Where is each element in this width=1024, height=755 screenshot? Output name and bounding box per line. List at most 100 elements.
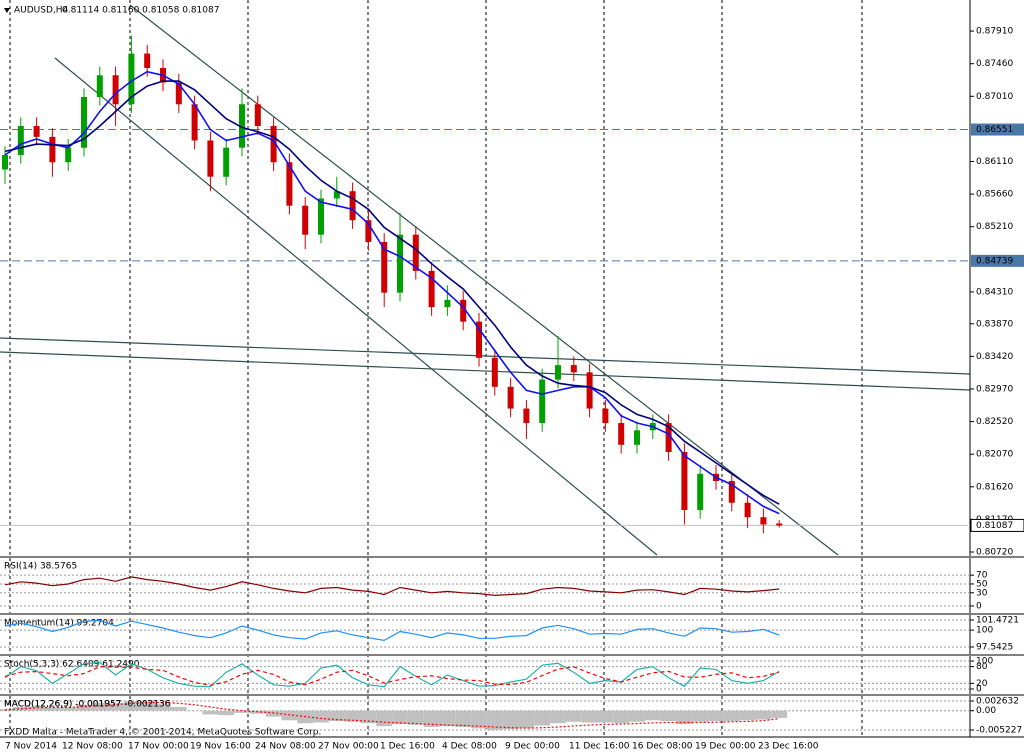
candle-body bbox=[65, 147, 72, 163]
panel-separator bbox=[0, 613, 1024, 615]
y-tick-label: 0.87910 bbox=[976, 27, 1013, 37]
candle-body bbox=[381, 241, 388, 293]
chart-title: AUDUSD,H4 bbox=[14, 6, 69, 16]
histogram-bar bbox=[439, 710, 456, 727]
histogram-bar bbox=[423, 710, 440, 727]
histogram-bar bbox=[392, 710, 408, 725]
x-tick-label: 23 Dec 16:00 bbox=[758, 742, 819, 752]
histogram-bar bbox=[60, 707, 77, 711]
candle-body bbox=[223, 147, 230, 177]
candle-body bbox=[318, 198, 324, 235]
candle-body bbox=[349, 191, 356, 221]
x-tick-label: 11 Dec 16:00 bbox=[569, 742, 630, 752]
histogram-bar bbox=[723, 710, 740, 722]
histogram-bar bbox=[550, 710, 566, 724]
y-tick-label: 50 bbox=[976, 579, 988, 589]
candle-body bbox=[81, 97, 87, 148]
histogram-bar bbox=[123, 701, 140, 711]
candle-body bbox=[112, 75, 119, 105]
y-tick-label: 0.82070 bbox=[976, 450, 1013, 460]
histogram-bar bbox=[613, 710, 630, 724]
y-tick-label: 100 bbox=[976, 657, 993, 667]
candle-body bbox=[665, 423, 672, 453]
panel-separator bbox=[0, 654, 1024, 656]
histogram-bar bbox=[660, 710, 677, 722]
histogram-bar bbox=[202, 710, 219, 715]
indicator-line bbox=[4, 80, 780, 505]
candle-body bbox=[412, 234, 419, 271]
candle-body bbox=[760, 517, 767, 525]
histogram-bar bbox=[455, 710, 472, 727]
histogram-bar bbox=[139, 701, 156, 711]
candle-body bbox=[444, 299, 451, 308]
candle-body bbox=[555, 365, 561, 380]
histogram-bar bbox=[28, 706, 45, 711]
candle-body bbox=[365, 220, 372, 242]
y-tick-label: 101.4721 bbox=[976, 615, 1019, 625]
histogram-bar bbox=[265, 710, 282, 717]
histogram-bar bbox=[76, 704, 92, 711]
footer: FXDD Malta - MetaTrader 4, © 2001-2014, … bbox=[4, 728, 321, 738]
candle-body bbox=[128, 53, 135, 105]
y-tick-label: 0.85210 bbox=[976, 222, 1013, 232]
y-tick-label: 70 bbox=[976, 571, 988, 581]
panel-title: MACD(12,26,9) -0.001957 -0.002136 bbox=[4, 700, 171, 710]
y-tick-label: 0.002632 bbox=[976, 697, 1019, 707]
histogram-bar bbox=[471, 710, 487, 729]
candle-body bbox=[618, 423, 625, 445]
histogram-bar bbox=[218, 710, 235, 716]
candle-body bbox=[207, 140, 214, 177]
histogram-bar bbox=[644, 710, 661, 721]
y-tick-label: 30 bbox=[976, 588, 988, 598]
histogram-bar bbox=[692, 710, 709, 722]
histogram-bar bbox=[534, 710, 551, 726]
y-tick-label: 0.82520 bbox=[976, 417, 1013, 427]
trend-lines bbox=[0, 4, 971, 556]
candle-body bbox=[270, 125, 277, 163]
y-tick-label: 0.86110 bbox=[976, 157, 1013, 167]
x-tick-label: 7 Nov 2014 bbox=[5, 742, 57, 752]
panel-title: RSI(14) 38.5765 bbox=[4, 562, 77, 572]
candle-body bbox=[476, 321, 482, 358]
candle-body bbox=[286, 162, 293, 206]
histogram-bar bbox=[407, 710, 424, 725]
trend-line bbox=[0, 337, 971, 375]
y-tick-label: -0.005227 bbox=[976, 726, 1022, 736]
x-tick-label: 16 Dec 08:00 bbox=[632, 742, 693, 752]
last-price-label: 0.81087 bbox=[976, 521, 1013, 531]
y-tick-label: 0.80720 bbox=[976, 548, 1013, 558]
x-tick-label: 12 Nov 08:00 bbox=[62, 742, 123, 752]
y-tick-label: 80 bbox=[976, 662, 988, 672]
histogram-bar bbox=[360, 710, 377, 724]
histogram-bar bbox=[170, 707, 187, 711]
candle-body bbox=[776, 523, 783, 526]
y-tick-label: 20 bbox=[976, 679, 988, 689]
candle-body bbox=[2, 154, 8, 170]
channel-upper bbox=[129, 4, 839, 556]
histogram-bar bbox=[376, 710, 393, 727]
x-tick-label: 24 Nov 08:00 bbox=[255, 742, 316, 752]
trend-line bbox=[0, 351, 971, 391]
level-label: 0.84739 bbox=[976, 256, 1013, 266]
panel-separator bbox=[0, 556, 1024, 558]
panel-title: Stoch(5,3,3) 62.6409 61.2490 bbox=[4, 660, 140, 670]
y-tick-label: 0.83420 bbox=[976, 352, 1013, 362]
candle-body bbox=[491, 357, 498, 387]
symbol-icon bbox=[4, 8, 10, 13]
candle-body bbox=[239, 104, 245, 148]
candle-body bbox=[96, 75, 103, 98]
indicator-line bbox=[4, 576, 780, 597]
candle-body bbox=[570, 365, 577, 373]
candle-body bbox=[744, 502, 751, 518]
y-tick-label: 0.84310 bbox=[976, 287, 1013, 297]
level-label: 0.86551 bbox=[976, 125, 1013, 135]
histogram-bar bbox=[155, 704, 171, 711]
candle-body bbox=[302, 205, 309, 235]
x-tick-label: 9 Dec 00:00 bbox=[505, 742, 560, 752]
candle-body bbox=[17, 125, 24, 155]
indicator-line bbox=[4, 70, 780, 515]
indicator-line bbox=[4, 665, 780, 686]
candle-body bbox=[397, 234, 403, 293]
candle-body bbox=[175, 82, 182, 105]
candle-body bbox=[254, 104, 261, 126]
